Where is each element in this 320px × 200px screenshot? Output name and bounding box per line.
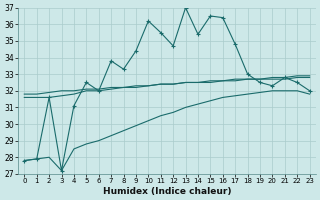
X-axis label: Humidex (Indice chaleur): Humidex (Indice chaleur) [103, 187, 231, 196]
